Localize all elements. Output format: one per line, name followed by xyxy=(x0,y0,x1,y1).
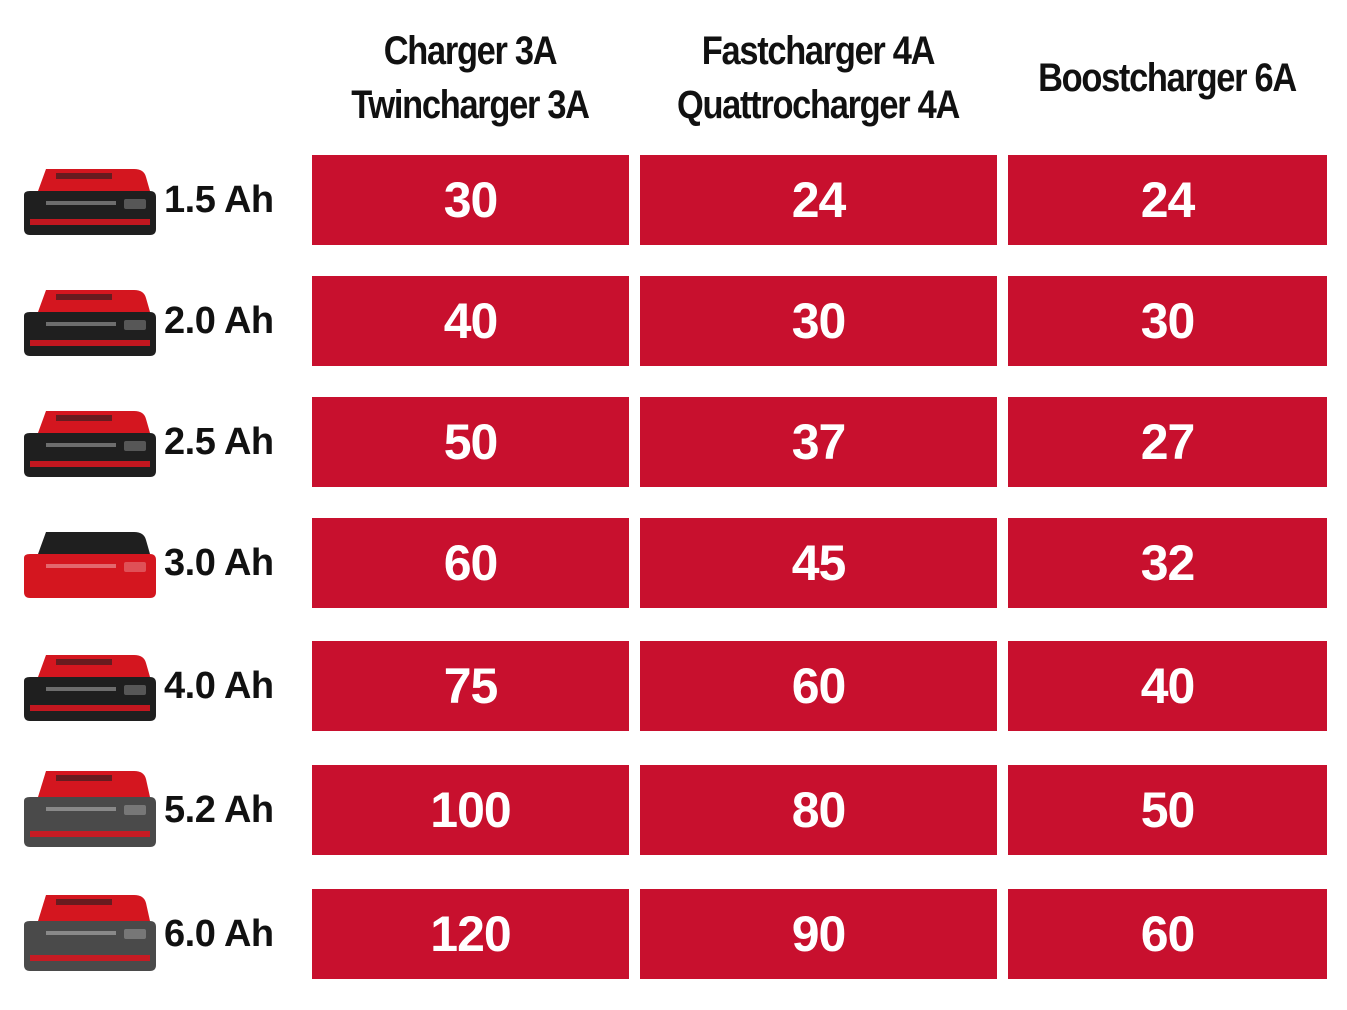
charge-time-cell: 100 xyxy=(312,765,629,855)
charge-time-cell: 60 xyxy=(312,518,629,608)
charge-time-cell: 24 xyxy=(640,155,997,245)
charge-time-cell: 45 xyxy=(640,518,997,608)
battery-pack-icon xyxy=(16,524,161,602)
column-header-3-line-1: Boostcharger 6A xyxy=(1038,56,1297,100)
table-row: 4.0 Ah 75 60 40 xyxy=(0,641,1347,731)
battery-capacity-label: 6.0 Ah xyxy=(164,912,274,955)
column-header-1-line-2: Twincharger 3A xyxy=(351,83,590,127)
charge-time-cell: 30 xyxy=(1008,276,1327,366)
battery-pack-icon xyxy=(16,647,161,725)
charge-time-cell: 27 xyxy=(1008,397,1327,487)
table-row: 3.0 Ah 60 45 32 xyxy=(0,518,1347,608)
charge-time-cell: 37 xyxy=(640,397,997,487)
battery-capacity-label: 1.5 Ah xyxy=(164,178,274,221)
charge-time-cell: 120 xyxy=(312,889,629,979)
column-header-1-line-1: Charger 3A xyxy=(383,29,558,73)
table-row: 2.5 Ah 50 37 27 xyxy=(0,397,1347,487)
battery-pack-icon xyxy=(16,161,161,239)
charge-time-cell: 50 xyxy=(1008,765,1327,855)
table-row: 1.5 Ah 30 24 24 xyxy=(0,155,1347,245)
column-header-2: Fastcharger 4A Quattrocharger 4A xyxy=(658,18,978,138)
battery-pack-icon xyxy=(16,771,161,849)
charge-time-cell: 40 xyxy=(312,276,629,366)
table-row: 6.0 Ah 120 90 60 xyxy=(0,889,1347,979)
charge-time-cell: 30 xyxy=(312,155,629,245)
battery-pack-icon xyxy=(16,403,161,481)
battery-capacity-label: 3.0 Ah xyxy=(164,541,274,584)
table-row: 5.2 Ah 100 80 50 xyxy=(0,765,1347,855)
battery-pack-icon xyxy=(16,895,161,973)
column-header-2-line-2: Quattrocharger 4A xyxy=(676,83,960,127)
charge-time-cell: 75 xyxy=(312,641,629,731)
column-header-1: Charger 3A Twincharger 3A xyxy=(328,18,612,138)
battery-pack-icon xyxy=(16,282,161,360)
charge-time-cell: 60 xyxy=(1008,889,1327,979)
battery-capacity-label: 2.0 Ah xyxy=(164,299,274,342)
charge-time-cell: 50 xyxy=(312,397,629,487)
column-header-2-line-1: Fastcharger 4A xyxy=(701,29,936,73)
battery-capacity-label: 4.0 Ah xyxy=(164,664,274,707)
charge-time-cell: 60 xyxy=(640,641,997,731)
charge-time-cell: 24 xyxy=(1008,155,1327,245)
battery-capacity-label: 2.5 Ah xyxy=(164,420,274,463)
charge-time-cell: 90 xyxy=(640,889,997,979)
battery-capacity-label: 5.2 Ah xyxy=(164,788,274,831)
charge-time-cell: 32 xyxy=(1008,518,1327,608)
charge-time-cell: 80 xyxy=(640,765,997,855)
charge-time-cell: 30 xyxy=(640,276,997,366)
charge-time-cell: 40 xyxy=(1008,641,1327,731)
table-row: 2.0 Ah 40 30 30 xyxy=(0,276,1347,366)
column-header-3: Boostcharger 6A xyxy=(1023,18,1310,138)
